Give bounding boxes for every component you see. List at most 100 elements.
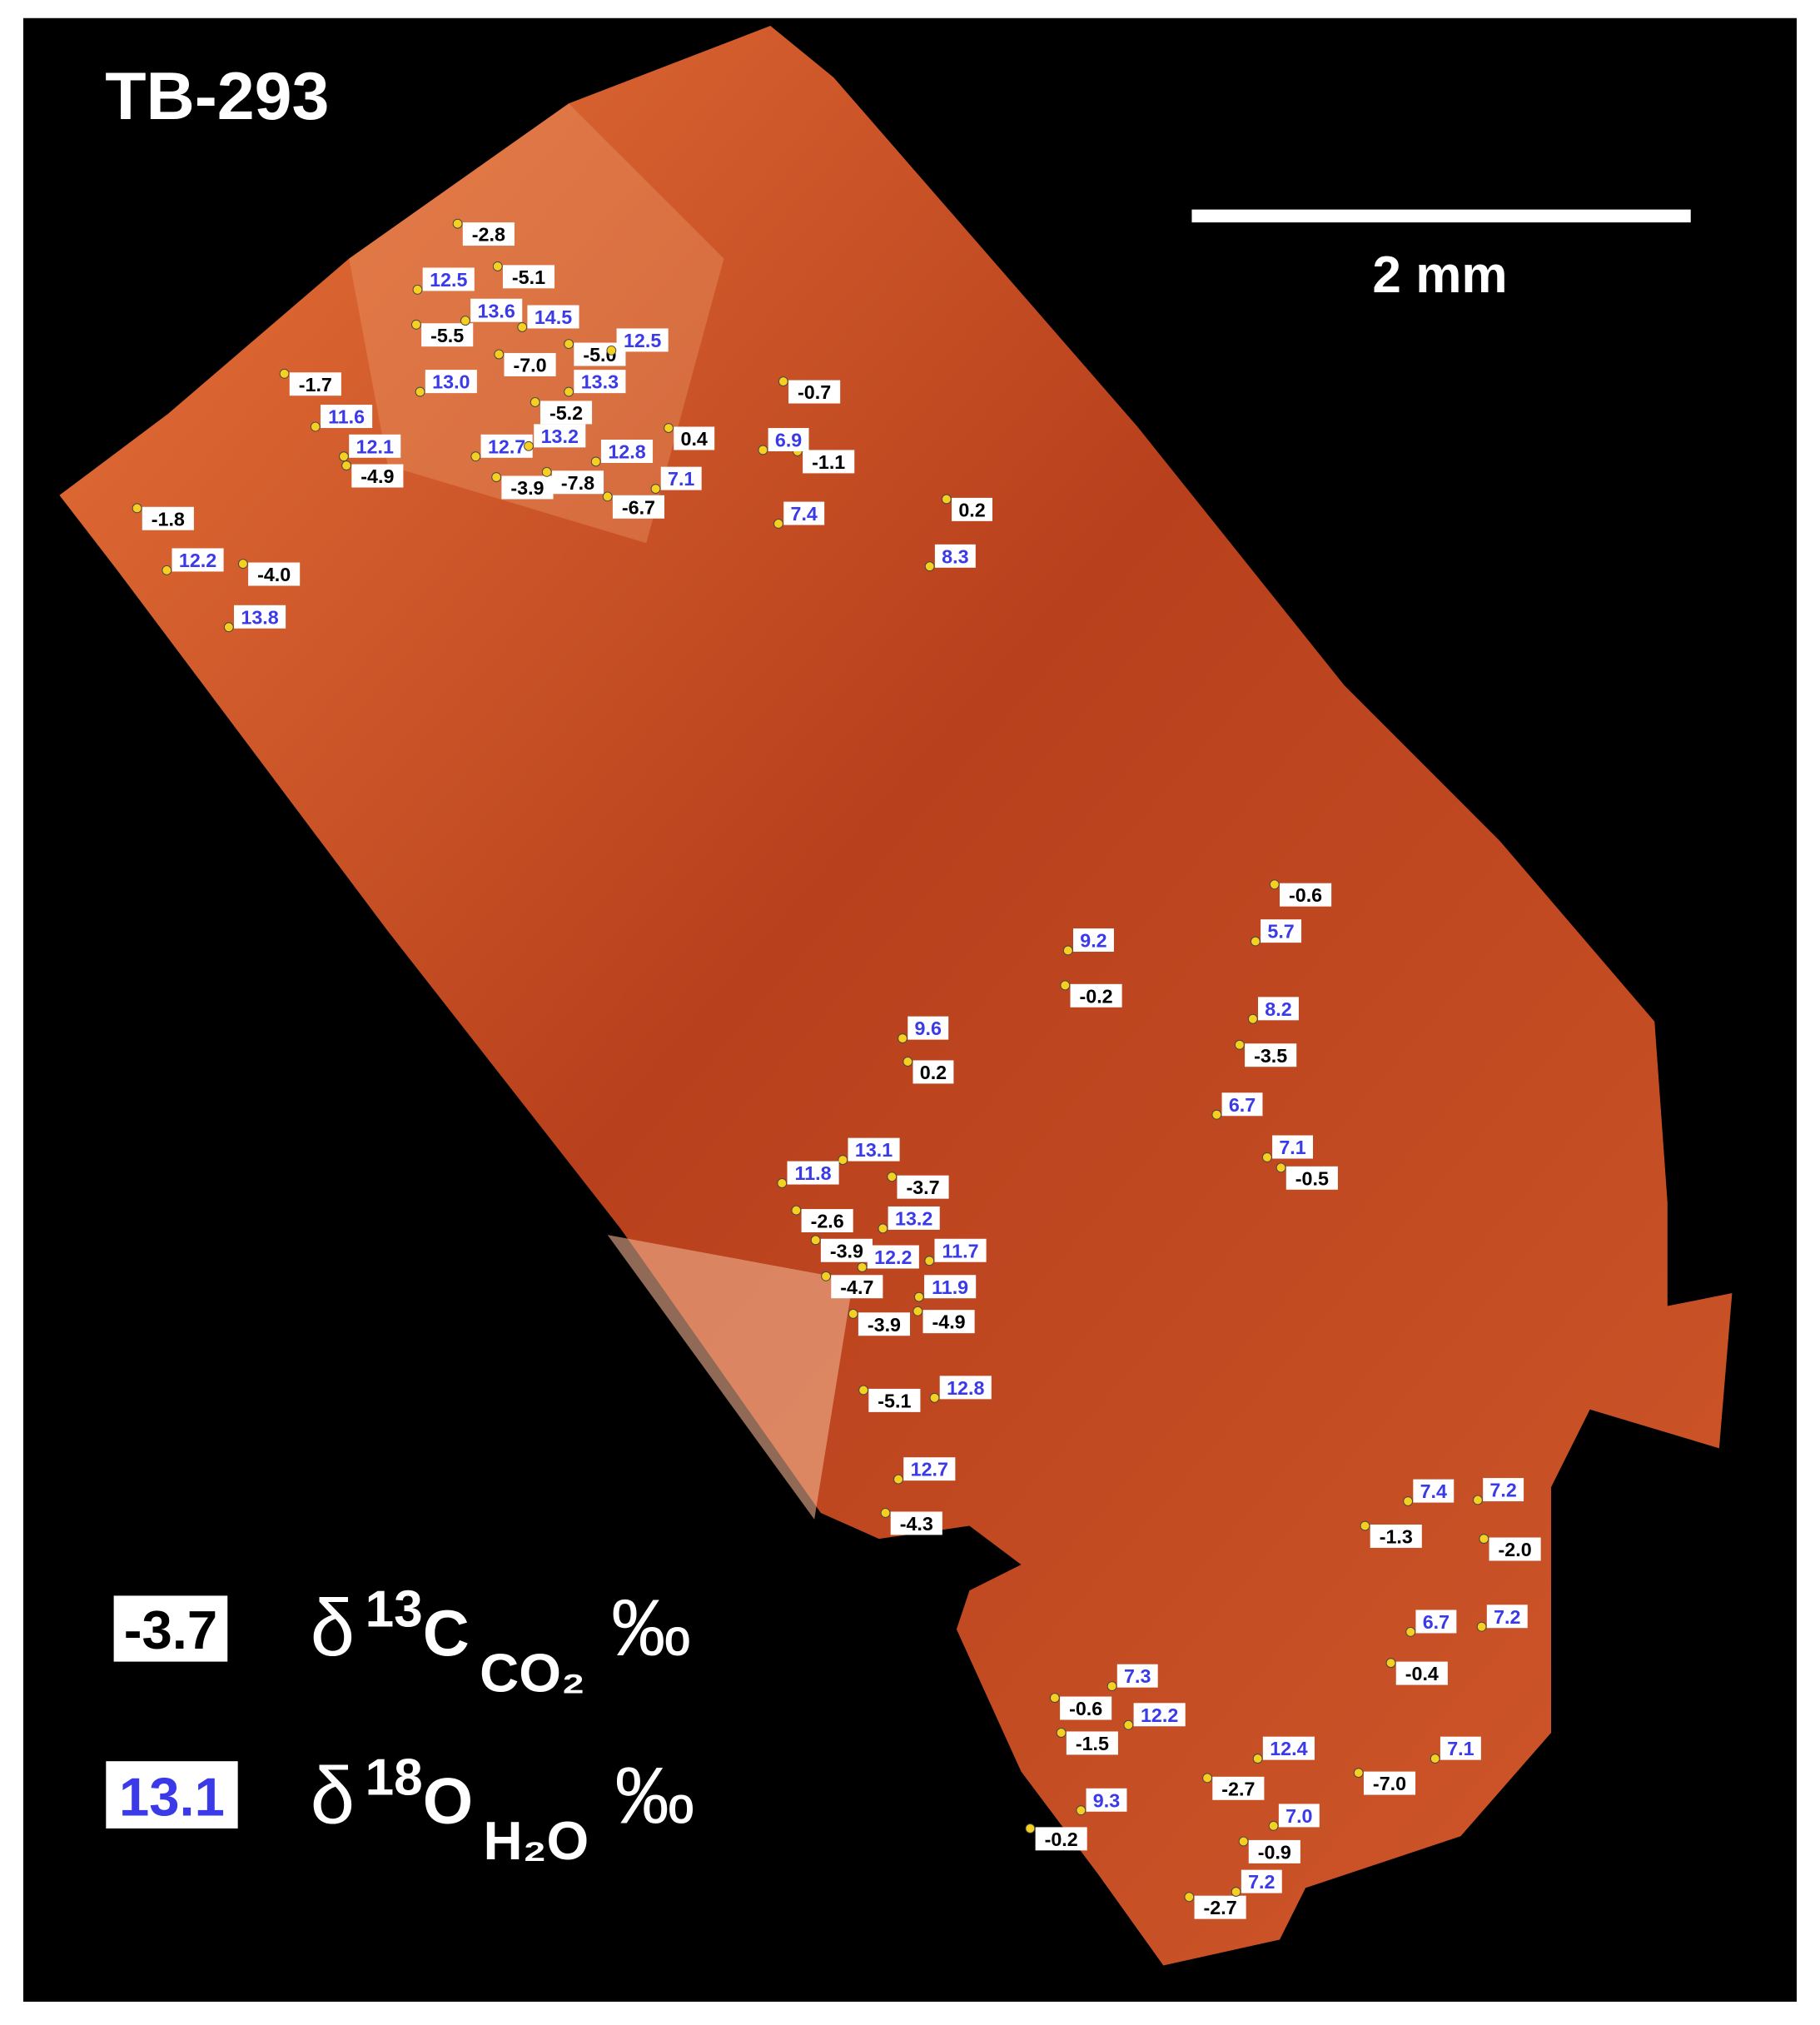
spot bbox=[773, 519, 783, 529]
oxygen-value: 6.9 bbox=[775, 430, 802, 451]
oxygen-value: 12.8 bbox=[947, 1377, 984, 1399]
label-box bbox=[1370, 1524, 1422, 1548]
label-box bbox=[1272, 1135, 1314, 1159]
carbon-value: -3.9 bbox=[830, 1240, 863, 1261]
label-box bbox=[551, 470, 604, 495]
oxygen-value: 11.6 bbox=[328, 406, 365, 428]
oxygen-value: 8.3 bbox=[942, 545, 968, 567]
label-box bbox=[527, 305, 579, 329]
spot bbox=[223, 622, 234, 633]
label-box bbox=[289, 372, 341, 396]
label-box bbox=[1248, 1839, 1300, 1863]
label-box bbox=[939, 1376, 992, 1400]
carbon-value: -0.5 bbox=[1295, 1167, 1329, 1189]
carbon-value: -3.5 bbox=[1254, 1045, 1287, 1067]
label-box bbox=[858, 1312, 910, 1336]
spot bbox=[924, 561, 935, 572]
carbon-value: -5.5 bbox=[430, 325, 464, 346]
label-box bbox=[934, 1238, 987, 1262]
label-box bbox=[1073, 928, 1114, 953]
label-box bbox=[848, 1137, 900, 1162]
label-box bbox=[351, 464, 404, 488]
spot bbox=[1275, 1162, 1286, 1173]
spot bbox=[878, 1223, 888, 1234]
spot bbox=[411, 319, 421, 330]
label-box bbox=[1241, 1869, 1282, 1893]
unit: ‰ bbox=[611, 1584, 691, 1673]
label-box bbox=[934, 544, 976, 568]
label-box bbox=[1221, 1092, 1263, 1117]
label-box bbox=[1363, 1771, 1416, 1795]
carbon-value: -0.6 bbox=[1069, 1698, 1102, 1719]
legend-example: 13.1 bbox=[119, 1766, 225, 1827]
spot bbox=[1479, 1534, 1489, 1544]
spot bbox=[1123, 1719, 1134, 1730]
label-box bbox=[1066, 1731, 1118, 1755]
legend-text: δ 13CCO₂ ‰ bbox=[311, 1581, 692, 1704]
label-box bbox=[1212, 1776, 1265, 1800]
label-box bbox=[1261, 919, 1302, 943]
label-box bbox=[1258, 997, 1299, 1021]
bright-zone bbox=[607, 1235, 853, 1520]
spot bbox=[524, 440, 534, 451]
label-box bbox=[801, 1209, 853, 1233]
label-box bbox=[425, 370, 477, 394]
label-box bbox=[831, 1275, 883, 1299]
spot bbox=[1261, 1152, 1272, 1162]
carbon-value: -4.3 bbox=[900, 1513, 933, 1535]
label-box bbox=[1086, 1788, 1127, 1812]
spot bbox=[1252, 1754, 1263, 1764]
spot bbox=[310, 421, 321, 432]
oxygen-value: 12.2 bbox=[179, 550, 216, 571]
label-box bbox=[1262, 1736, 1315, 1760]
spot bbox=[1231, 1887, 1241, 1897]
species: CO₂ bbox=[480, 1642, 585, 1703]
spot bbox=[1430, 1754, 1440, 1764]
carbon-value: -4.9 bbox=[932, 1311, 966, 1333]
spot bbox=[848, 1308, 858, 1319]
label-box bbox=[952, 497, 992, 521]
spot bbox=[492, 261, 503, 271]
spot bbox=[821, 1271, 831, 1281]
carbon-value: 0.2 bbox=[920, 1062, 947, 1083]
spot bbox=[777, 1178, 788, 1188]
symbol: δ bbox=[311, 1584, 356, 1673]
spot bbox=[1385, 1658, 1396, 1669]
spot bbox=[1476, 1621, 1487, 1632]
label-box bbox=[1285, 1166, 1338, 1190]
spot bbox=[941, 494, 952, 505]
label-box bbox=[600, 440, 654, 463]
spot bbox=[1403, 1496, 1414, 1506]
label-box bbox=[783, 501, 825, 525]
spot bbox=[162, 565, 172, 575]
carbon-value: -0.7 bbox=[798, 381, 831, 403]
spot bbox=[924, 1256, 935, 1266]
label-box bbox=[868, 1388, 921, 1412]
label-box bbox=[787, 1161, 839, 1185]
label-box bbox=[501, 475, 554, 500]
label-box bbox=[820, 1238, 873, 1262]
carbon-value: -0.6 bbox=[1289, 884, 1322, 906]
spot bbox=[1106, 1681, 1117, 1692]
spot bbox=[858, 1385, 869, 1396]
spot bbox=[1060, 980, 1071, 991]
label-box bbox=[1245, 1043, 1297, 1067]
carbon-value: -3.7 bbox=[906, 1177, 939, 1198]
spot bbox=[664, 423, 674, 433]
carbon-value: -4.0 bbox=[257, 564, 291, 585]
label-box bbox=[422, 267, 475, 291]
oxygen-value: 12.1 bbox=[356, 435, 394, 457]
spot bbox=[341, 460, 351, 470]
oxygen-value: 13.1 bbox=[855, 1139, 893, 1161]
oxygen-value: 6.7 bbox=[1423, 1611, 1450, 1633]
oxygen-value: 13.3 bbox=[581, 371, 619, 393]
label-box bbox=[922, 1310, 975, 1334]
carbon-value: -2.8 bbox=[472, 224, 505, 246]
oxygen-value: 7.4 bbox=[1420, 1480, 1447, 1502]
label-box bbox=[924, 1275, 977, 1299]
oxygen-value: 7.4 bbox=[791, 503, 818, 525]
label-box bbox=[142, 506, 194, 530]
oxygen-value: 5.7 bbox=[1267, 921, 1294, 943]
mass: 18 bbox=[365, 1749, 423, 1807]
oxygen-value: 7.3 bbox=[1124, 1665, 1151, 1687]
